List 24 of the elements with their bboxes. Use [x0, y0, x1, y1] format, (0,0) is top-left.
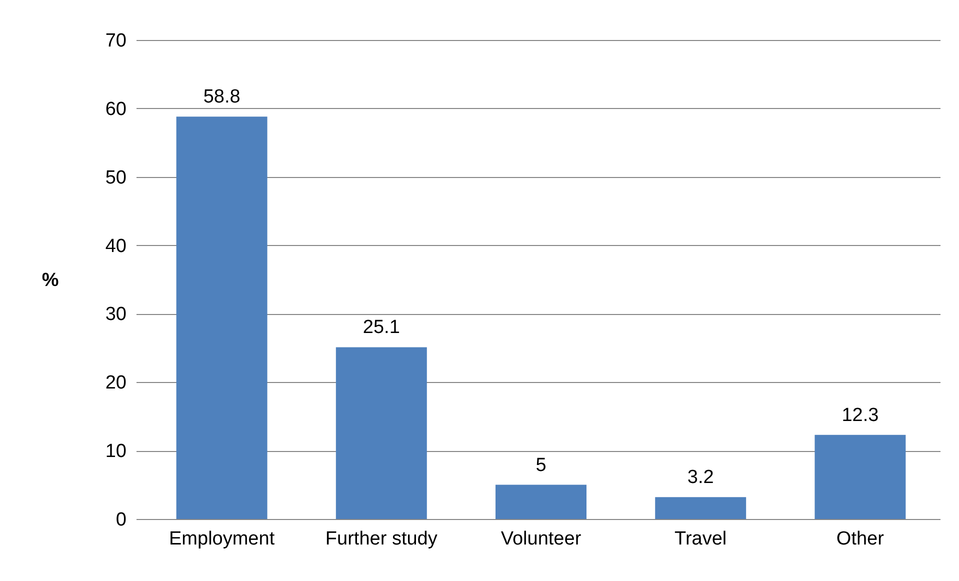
- y-tick-label: 0: [116, 510, 126, 530]
- data-label: 12.3: [842, 404, 879, 426]
- x-tick-label: Other: [836, 528, 885, 550]
- data-label: 58.8: [203, 86, 240, 108]
- y-tick-label: 20: [105, 372, 126, 394]
- bar: [655, 497, 746, 519]
- y-tick-label: 10: [105, 441, 126, 462]
- y-tick-label: 40: [105, 236, 126, 257]
- x-tick-label: Volunteer: [500, 528, 582, 550]
- bar: [336, 347, 427, 519]
- y-tick-label: 70: [105, 30, 126, 52]
- bar: [176, 116, 268, 519]
- data-label: 25.1: [362, 317, 400, 338]
- y-tick-label: 50: [105, 167, 126, 188]
- bar: [496, 484, 586, 519]
- y-tick-label: 30: [105, 304, 126, 326]
- x-tick-label: Employment: [168, 528, 276, 550]
- data-label: 3.2: [687, 467, 714, 488]
- data-label: 5: [536, 454, 546, 476]
- x-tick-label: Travel: [674, 528, 727, 550]
- y-tick-label: 60: [105, 98, 126, 120]
- bar: [814, 434, 906, 519]
- x-tick-label: Further study: [325, 528, 438, 550]
- y-axis-title: %: [42, 270, 59, 291]
